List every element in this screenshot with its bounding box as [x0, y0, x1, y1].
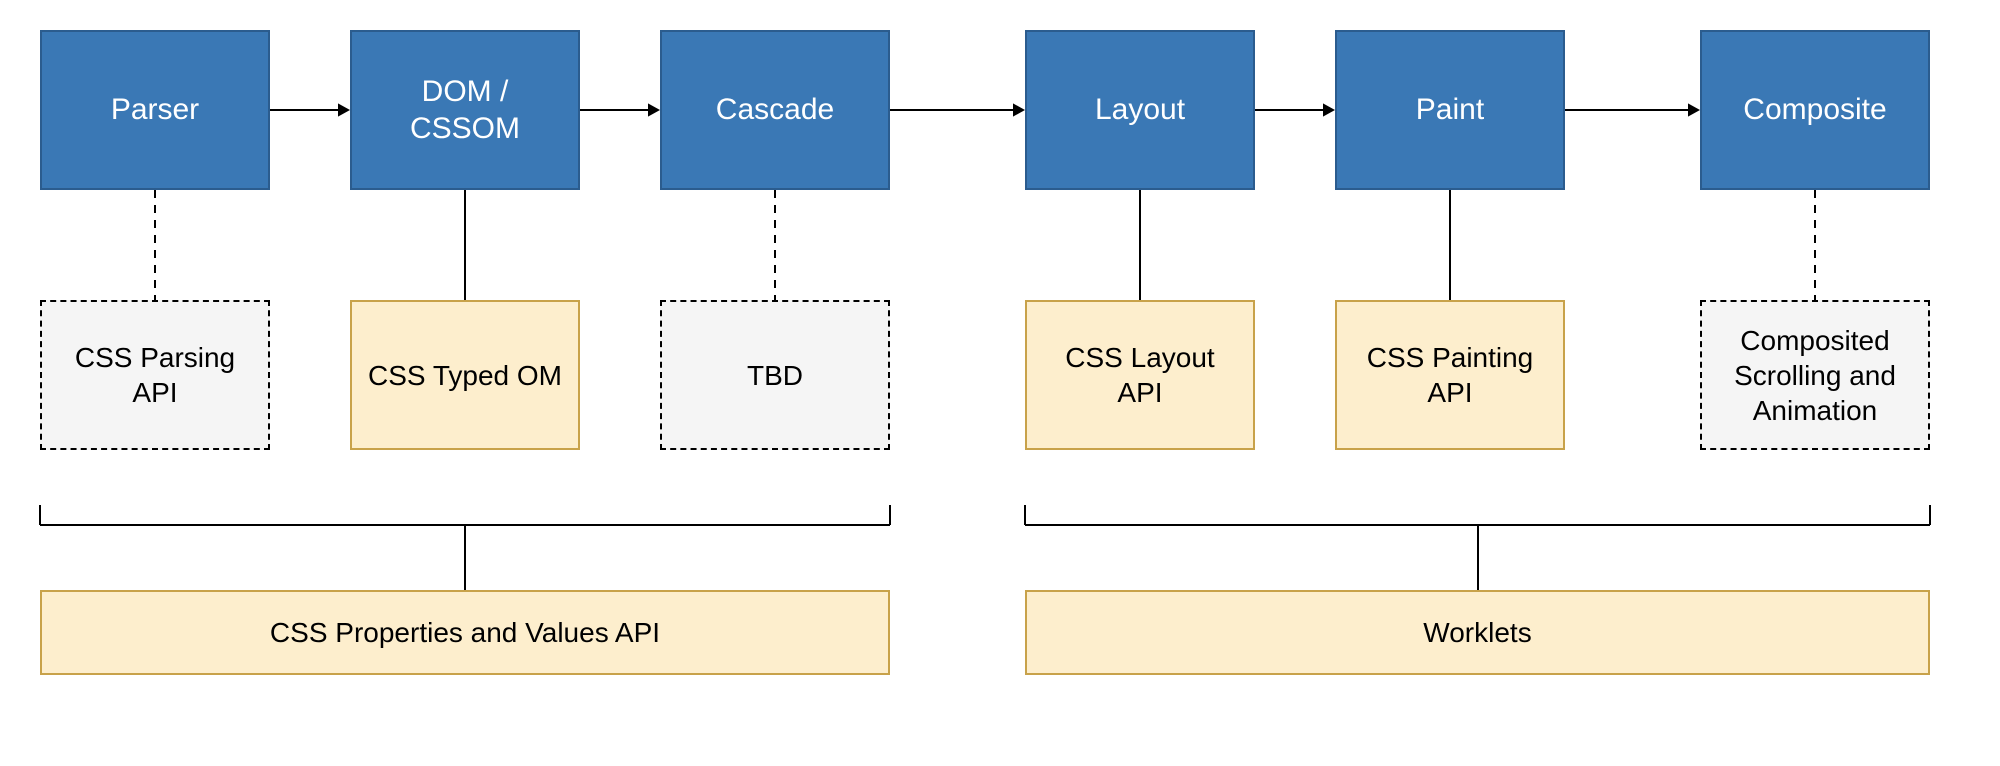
node-label: CSS Typed OM: [368, 358, 562, 393]
node-label: Parser: [111, 91, 199, 129]
node-label: CSS Painting API: [1351, 340, 1549, 410]
node-parser: Parser: [40, 30, 270, 190]
node-composite: Composite: [1700, 30, 1930, 190]
node-label: Worklets: [1423, 615, 1531, 650]
node-css-properties-values-api: CSS Properties and Values API: [40, 590, 890, 675]
node-layout: Layout: [1025, 30, 1255, 190]
node-tbd: TBD: [660, 300, 890, 450]
node-label: Composite: [1743, 91, 1886, 129]
node-dom-cssom: DOM / CSSOM: [350, 30, 580, 190]
node-label: Composited Scrolling and Animation: [1716, 323, 1914, 428]
node-label: CSS Properties and Values API: [270, 615, 660, 650]
node-paint: Paint: [1335, 30, 1565, 190]
node-css-layout-api: CSS Layout API: [1025, 300, 1255, 450]
node-label: Layout: [1095, 91, 1185, 129]
node-composited-anim: Composited Scrolling and Animation: [1700, 300, 1930, 450]
node-label: CSS Parsing API: [56, 340, 254, 410]
node-label: Cascade: [716, 91, 834, 129]
diagram-canvas: Parser DOM / CSSOM Cascade Layout Paint …: [0, 0, 2000, 766]
node-css-parsing-api: CSS Parsing API: [40, 300, 270, 450]
node-cascade: Cascade: [660, 30, 890, 190]
node-css-painting-api: CSS Painting API: [1335, 300, 1565, 450]
node-label: TBD: [747, 358, 803, 393]
node-label: CSS Layout API: [1041, 340, 1239, 410]
node-label: Paint: [1416, 91, 1484, 129]
node-worklets: Worklets: [1025, 590, 1930, 675]
node-label: DOM / CSSOM: [366, 73, 564, 148]
node-css-typed-om: CSS Typed OM: [350, 300, 580, 450]
